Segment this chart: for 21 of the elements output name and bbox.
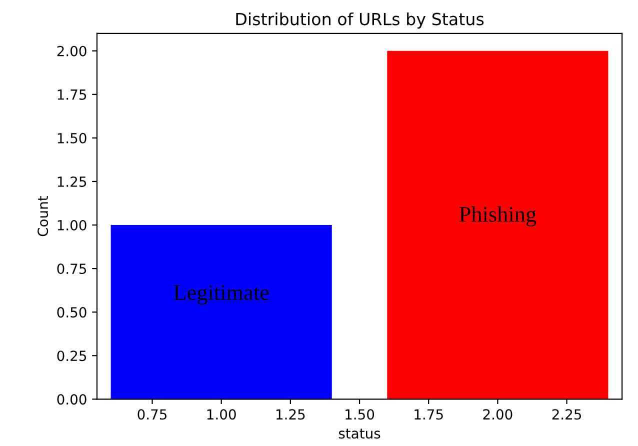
y-axis-title: Count [38, 196, 48, 236]
y-tick-label: 2.00 [57, 46, 86, 56]
x-tick-label: 1.25 [276, 409, 305, 420]
x-tick-label: 0.75 [138, 409, 166, 420]
x-tick-label: 2.25 [552, 409, 582, 420]
x-tick-label: 1.00 [207, 409, 236, 420]
x-tick-label: 2.00 [483, 409, 512, 420]
x-tick-label: 1.50 [346, 409, 374, 420]
y-tick-label: 1.75 [58, 90, 86, 100]
annotation: Legitimate [174, 285, 269, 305]
y-tick-label: 1.50 [58, 132, 86, 144]
y-tick-label: 0.50 [57, 307, 86, 318]
y-tick-label: 0.75 [57, 264, 86, 274]
x-axis-title: status [338, 428, 380, 439]
annotation: Phishing [459, 206, 536, 226]
y-tick-label: 1.00 [58, 220, 86, 230]
chart-title: Distribution of URLs by Status [236, 12, 484, 29]
y-tick-label: 0.00 [57, 394, 86, 405]
x-tick-label: 1.75 [414, 409, 443, 420]
y-tick-label: 1.25 [58, 176, 86, 187]
y-tick-label: 0.25 [57, 350, 86, 362]
